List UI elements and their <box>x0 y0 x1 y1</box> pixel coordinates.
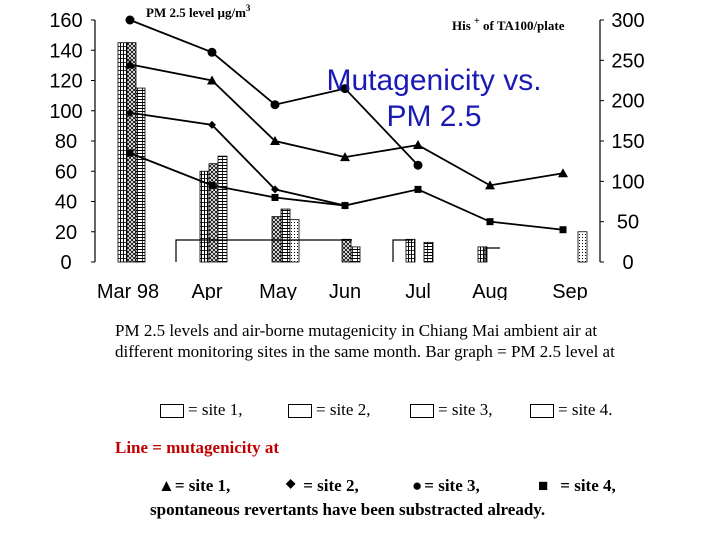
marker-site-4 <box>271 193 279 201</box>
right-axis-label-rest: of TA100/plate <box>480 18 565 33</box>
x-axis-tick-label: Mar 98 <box>97 281 159 300</box>
x-axis-tick-label: May <box>259 281 297 300</box>
line-site-2 <box>129 111 346 207</box>
square-icon: ■ <box>538 476 549 495</box>
right-axis-tick-label: 100 <box>611 171 644 193</box>
marker-site-1 <box>207 75 217 85</box>
marker-site-4 <box>341 202 349 210</box>
right-axis-tick-label: 300 <box>611 10 644 32</box>
marker-site-3 <box>413 160 423 170</box>
marker-site-2 <box>208 120 216 129</box>
bar-site-3 <box>423 241 434 263</box>
marker-site-1 <box>485 180 495 190</box>
swatch-site-2 <box>288 404 312 419</box>
bar-site-1 <box>199 170 210 263</box>
right-axis-tick-label: 50 <box>617 212 639 234</box>
bar-legend-site-4: = site 4. <box>530 400 612 420</box>
marker-site-3 <box>207 47 217 57</box>
chart-title-line-2: PM 2.5 <box>386 100 481 133</box>
marker-site-2 <box>126 108 134 117</box>
marker-site-4 <box>126 149 134 157</box>
chart: 0 20 40 60 80 100 120 140 160 0 50 100 150 200 250 300 M… <box>49 3 644 300</box>
left-axis-tick-label: 140 <box>49 40 82 62</box>
bar-site-2 <box>208 163 219 263</box>
chart-title-line-1: Mutagenicity vs. <box>326 64 541 97</box>
marker-site-4 <box>559 226 567 234</box>
diamond-icon: ◆ <box>286 476 296 490</box>
line-legend-site-4: ■ = site 4, <box>538 476 616 495</box>
marker-site-4 <box>414 185 422 193</box>
left-axis-tick-label: 20 <box>55 222 77 244</box>
left-axis-tick-label: 160 <box>49 10 82 32</box>
bar-site-3 <box>350 246 361 263</box>
circle-icon: ● <box>412 476 423 495</box>
bar-legend-site-1: = site 1, <box>160 400 242 420</box>
x-axis-tick-label: Apr <box>191 281 222 300</box>
left-axis-tick-label: 40 <box>55 192 77 214</box>
marker-site-1 <box>125 59 135 69</box>
marker-site-2 <box>271 185 279 194</box>
right-axis-tick-label: 0 <box>622 252 633 274</box>
bar-outline <box>484 247 500 262</box>
figure-caption: PM 2.5 levels and air-borne mutagenicity… <box>115 321 615 361</box>
right-axis-tick-label: 250 <box>611 50 644 72</box>
right-axis-label-sup: + <box>474 16 480 27</box>
left-axis-tick-label: 60 <box>55 161 77 183</box>
marker-site-4 <box>208 181 216 189</box>
bar-site-3 <box>217 155 228 263</box>
bar-site-4 <box>289 219 300 263</box>
swatch-site-4 <box>530 404 554 419</box>
footnote: spontaneous revertants have been substra… <box>150 500 546 519</box>
marker-site-1 <box>270 136 280 145</box>
bar-site-1 <box>405 238 416 263</box>
right-axis-tick-label: 200 <box>611 91 644 113</box>
swatch-site-3 <box>410 404 434 419</box>
marker-site-4 <box>486 218 494 226</box>
marker-site-1 <box>413 140 423 150</box>
marker-site-3 <box>125 15 135 25</box>
left-axis-tick-label: 80 <box>55 131 77 153</box>
x-axis-tick-label: Sep <box>552 281 588 300</box>
bar-outline <box>392 239 413 262</box>
right-axis-tick-label: 150 <box>611 131 644 153</box>
right-axis-label: His + of TA100/plate <box>452 16 565 33</box>
line-legend-site-1: ▲= site 1, <box>158 476 231 495</box>
line-legend-title: Line = mutagenicity at <box>115 438 280 457</box>
x-axis-tick-label: Jul <box>405 281 431 300</box>
marker-site-1 <box>558 168 568 178</box>
triangle-icon: ▲ <box>158 476 175 495</box>
line-legend-site-2: ◆ = site 2, <box>286 476 359 495</box>
marker-site-3 <box>270 100 280 110</box>
line-site-4 <box>129 152 564 231</box>
left-axis-label-sup: 3 <box>246 3 251 13</box>
swatch-site-1 <box>160 404 184 419</box>
bar-site-4 <box>577 231 588 263</box>
left-axis-tick-label: 0 <box>60 252 71 274</box>
bar-site-2 <box>341 238 352 263</box>
bar-outline <box>175 239 352 262</box>
marker-site-3 <box>340 84 350 94</box>
left-axis-tick-label: 120 <box>49 71 82 93</box>
bar-site-3 <box>135 87 146 263</box>
bar-site-2 <box>271 216 282 263</box>
line-legend-site-3: ● = site 3, <box>412 476 480 495</box>
left-axis-label: PM 2.5 level µg/m3 <box>146 3 251 20</box>
bar-site-1 <box>117 42 128 263</box>
left-axis-tick-label: 100 <box>49 101 82 123</box>
bar-legend-site-3: = site 3, <box>410 400 492 420</box>
x-axis-tick-label: Jun <box>329 281 361 300</box>
bar-site-1 <box>477 246 488 263</box>
bar-legend-site-2: = site 2, <box>288 400 370 420</box>
x-axis-tick-label: Aug <box>472 281 508 300</box>
marker-site-1 <box>340 152 350 162</box>
bar-site-3 <box>280 208 291 263</box>
